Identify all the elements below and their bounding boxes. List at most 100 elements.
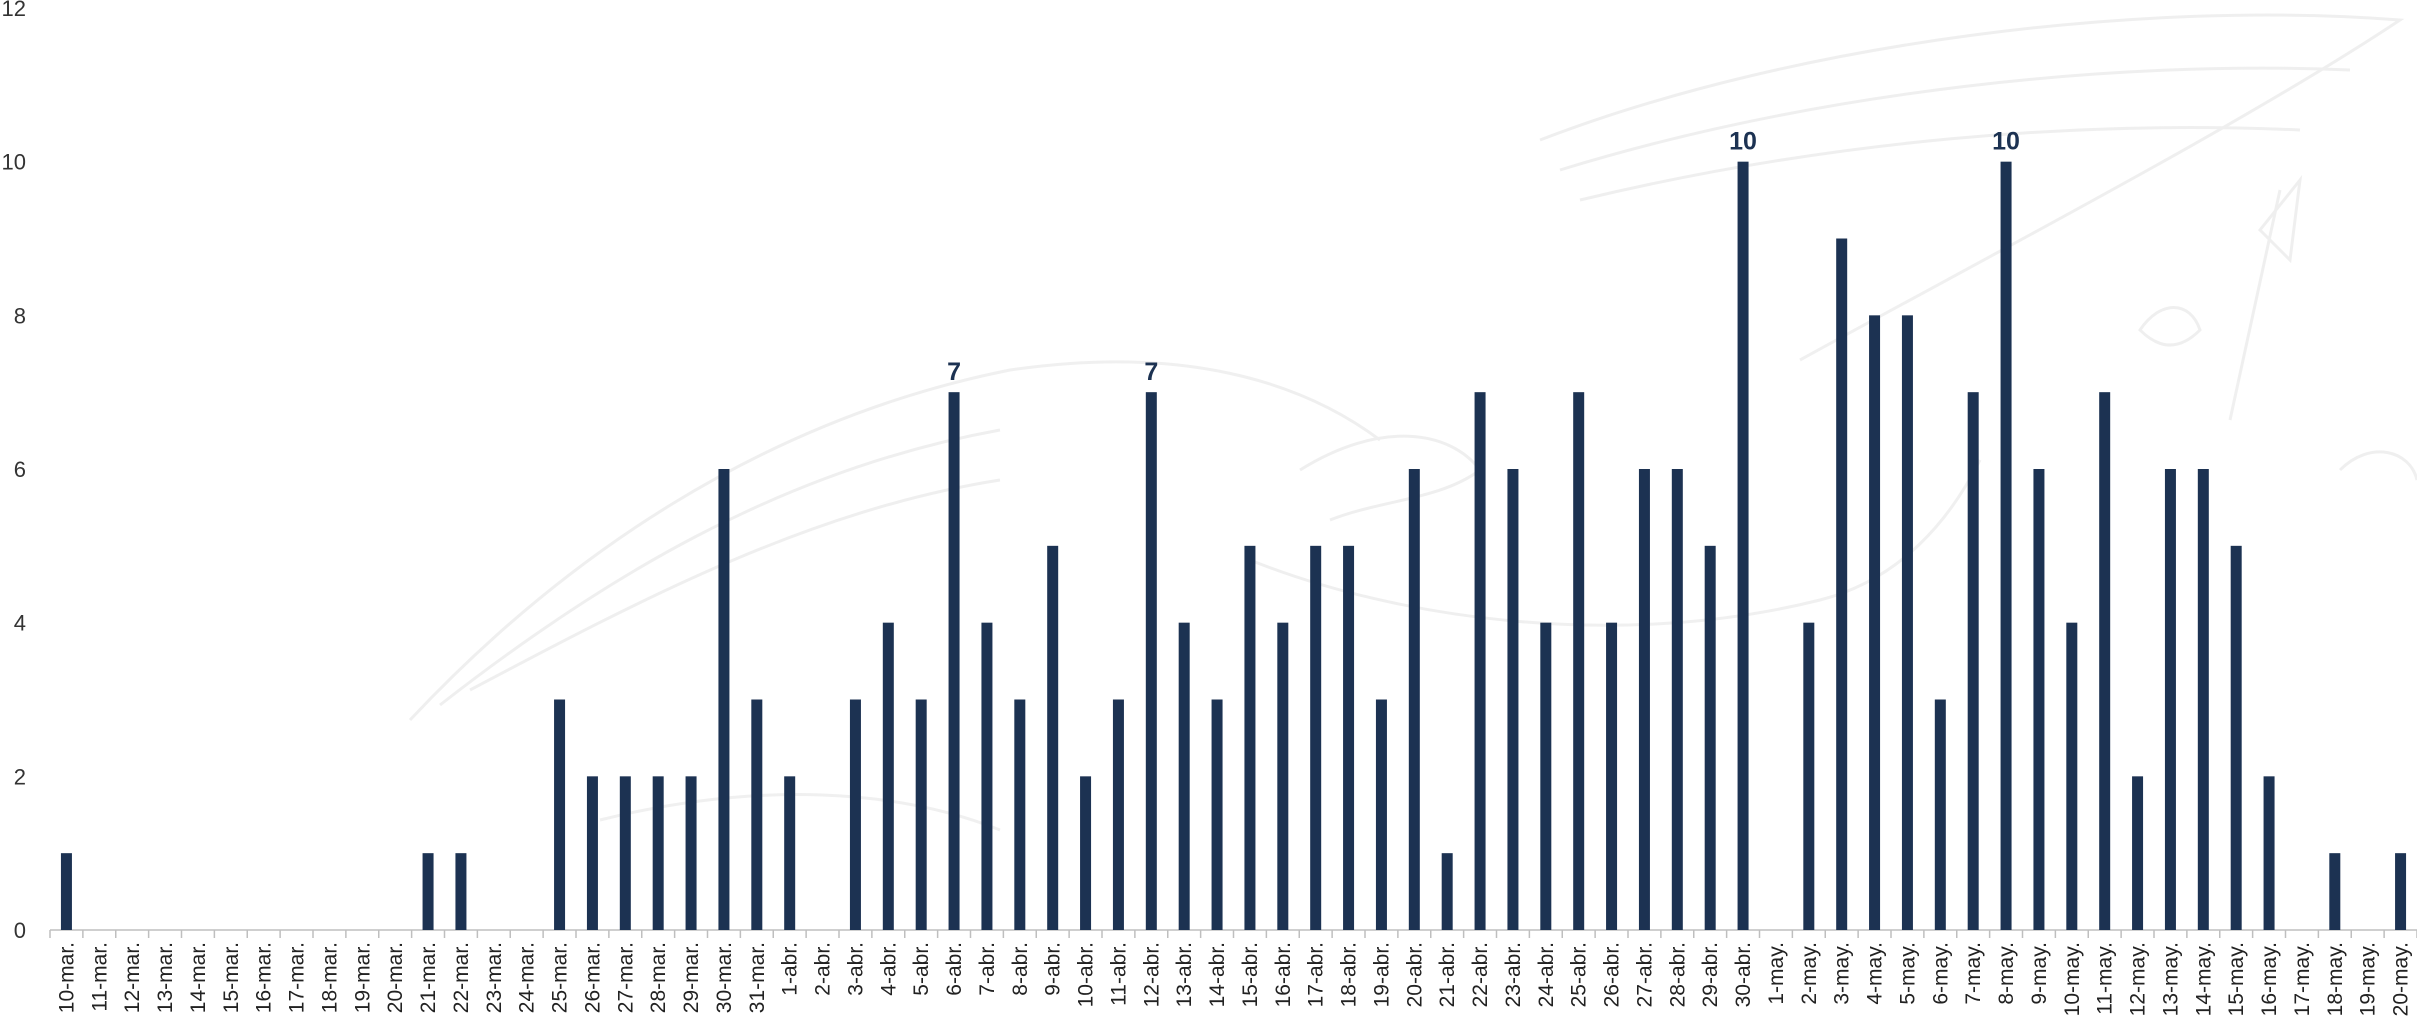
bar bbox=[60, 853, 72, 930]
x-tick-label: 4-may. bbox=[1864, 942, 1887, 1005]
bar bbox=[2000, 161, 2012, 930]
x-tick-label: 1-abr. bbox=[779, 942, 802, 996]
x-tick-label: 2-abr. bbox=[812, 942, 835, 996]
x-tick-label: 14-may. bbox=[2192, 942, 2215, 1016]
bar bbox=[422, 853, 434, 930]
x-tick-label: 1-may. bbox=[1765, 942, 1788, 1005]
x-tick-label: 23-abr. bbox=[1502, 942, 1525, 1007]
x-tick-label: 19-may. bbox=[2357, 942, 2380, 1016]
x-tick-label: 6-abr. bbox=[943, 942, 966, 996]
y-axis-tick-labels: 0 2 4 6 8 10 12 bbox=[2, 0, 26, 943]
x-tick-label: 13-mar. bbox=[154, 942, 177, 1013]
x-tick-label: 14-abr. bbox=[1206, 942, 1229, 1007]
bar bbox=[1474, 392, 1486, 931]
bar bbox=[2395, 853, 2407, 930]
data-label: 7 bbox=[1144, 358, 1158, 386]
bar bbox=[849, 699, 861, 930]
x-tick-label: 20-may. bbox=[2390, 942, 2413, 1016]
x-tick-label: 28-abr. bbox=[1666, 942, 1689, 1007]
bar bbox=[1638, 469, 1650, 930]
x-tick-label: 19-mar. bbox=[351, 942, 374, 1013]
bar bbox=[882, 622, 894, 930]
bar bbox=[554, 699, 566, 930]
bar bbox=[685, 776, 697, 930]
x-tick-label: 25-abr. bbox=[1568, 942, 1591, 1007]
y-tick-label: 0 bbox=[14, 918, 26, 943]
x-tick-label: 14-mar. bbox=[187, 942, 210, 1013]
x-tick-label: 30-mar. bbox=[713, 942, 736, 1013]
x-tick-label: 28-mar. bbox=[647, 942, 670, 1013]
x-tick-label: 18-abr. bbox=[1338, 942, 1361, 1007]
x-tick-label: 16-mar. bbox=[253, 942, 276, 1013]
x-tick-label: 5-abr. bbox=[910, 942, 933, 996]
x-tick-label: 9-may. bbox=[2028, 942, 2051, 1005]
x-tick-label: 21-abr. bbox=[1436, 942, 1459, 1007]
x-tick-label: 20-abr. bbox=[1403, 942, 1426, 1007]
bar bbox=[1343, 545, 1355, 930]
x-tick-label: 5-may. bbox=[1896, 942, 1919, 1005]
x-tick-label: 29-abr. bbox=[1699, 942, 1722, 1007]
x-axis-tick-labels: 10-mar. 11-mar. 12-mar. 13-mar. 14-mar. 15-ma… bbox=[55, 942, 2412, 1016]
x-tick-label: 27-mar. bbox=[614, 942, 637, 1013]
bar bbox=[2066, 622, 2078, 930]
y-tick-label: 12 bbox=[2, 0, 26, 21]
x-tick-label: 3-abr. bbox=[844, 942, 867, 996]
x-tick-label: 15-may. bbox=[2225, 942, 2248, 1016]
x-tick-label: 10-may. bbox=[2061, 942, 2084, 1016]
x-tick-label: 31-mar. bbox=[746, 942, 769, 1013]
bar bbox=[1211, 699, 1223, 930]
x-tick-label: 18-mar. bbox=[318, 942, 341, 1013]
bar bbox=[1244, 545, 1256, 930]
axes bbox=[49, 929, 2417, 938]
bar bbox=[1671, 469, 1683, 930]
x-tick-label: 7-abr. bbox=[976, 942, 999, 996]
bar bbox=[1080, 776, 1092, 930]
bar bbox=[455, 853, 467, 930]
x-tick-label: 25-mar. bbox=[549, 942, 572, 1013]
bar bbox=[2329, 853, 2341, 930]
x-tick-label: 19-abr. bbox=[1370, 942, 1393, 1007]
bar bbox=[1540, 622, 1552, 930]
x-tick-label: 8-may. bbox=[1995, 942, 2018, 1005]
x-tick-label: 11-may. bbox=[2094, 942, 2117, 1015]
bar bbox=[718, 469, 730, 930]
x-tick-label: 15-abr. bbox=[1239, 942, 1262, 1007]
x-tick-label: 22-mar. bbox=[450, 942, 473, 1013]
bars bbox=[60, 161, 2407, 931]
data-label: 10 bbox=[1992, 128, 2020, 156]
bar bbox=[1277, 622, 1289, 930]
bar bbox=[2132, 776, 2144, 930]
x-tick-label: 20-mar. bbox=[384, 942, 407, 1013]
bar bbox=[652, 776, 664, 930]
bar bbox=[1145, 392, 1157, 931]
bar bbox=[1441, 853, 1453, 930]
bar bbox=[784, 776, 796, 930]
x-tick-label: 16-abr. bbox=[1272, 942, 1295, 1007]
x-tick-label: 11-mar. bbox=[88, 942, 111, 1012]
x-tick-label: 30-abr. bbox=[1732, 942, 1755, 1007]
y-tick-label: 10 bbox=[2, 150, 26, 175]
x-tick-label: 17-abr. bbox=[1305, 942, 1328, 1007]
data-label: 10 bbox=[1729, 128, 1757, 156]
bar bbox=[619, 776, 631, 930]
bar bbox=[915, 699, 927, 930]
x-tick-label: 10-abr. bbox=[1075, 942, 1098, 1007]
bar bbox=[1704, 545, 1716, 930]
bar bbox=[1967, 392, 1979, 931]
x-tick-label: 9-abr. bbox=[1042, 942, 1065, 996]
bar bbox=[2197, 469, 2209, 930]
data-labels: 7 7 10 10 bbox=[947, 128, 2020, 386]
bar bbox=[586, 776, 598, 930]
bar bbox=[2263, 776, 2275, 930]
bar bbox=[2099, 392, 2111, 931]
x-tick-label: 13-may. bbox=[2159, 942, 2182, 1016]
x-tick-label: 26-mar. bbox=[581, 942, 604, 1013]
x-tick-label: 12-mar. bbox=[121, 942, 144, 1013]
x-tick-label: 12-may. bbox=[2127, 942, 2150, 1016]
bar bbox=[981, 622, 993, 930]
y-tick-label: 2 bbox=[14, 764, 26, 789]
x-tick-label: 29-mar. bbox=[680, 942, 703, 1013]
bar bbox=[1014, 699, 1026, 930]
x-tick-label: 15-mar. bbox=[220, 942, 243, 1013]
bar bbox=[1178, 622, 1190, 930]
